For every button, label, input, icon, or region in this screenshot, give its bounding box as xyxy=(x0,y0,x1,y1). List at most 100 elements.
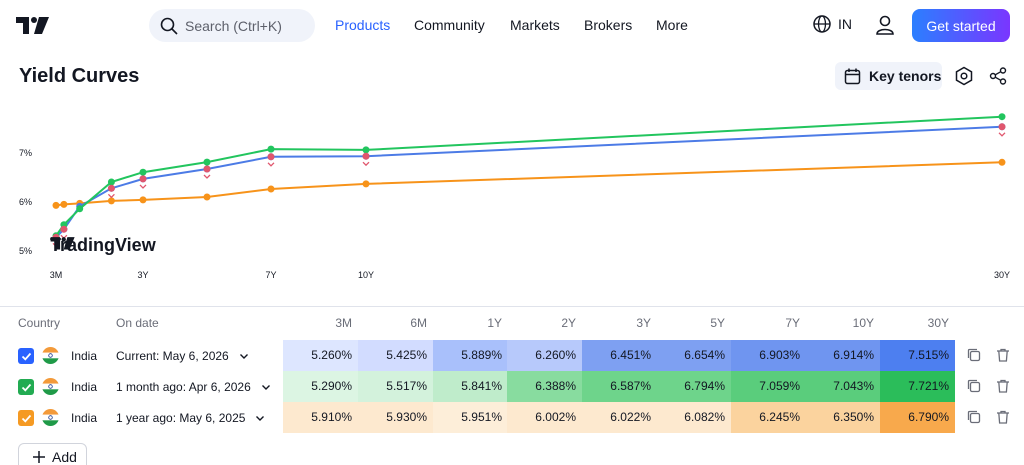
row-country: India xyxy=(71,380,98,394)
row-checkbox[interactable] xyxy=(18,379,34,395)
delete-row-button[interactable] xyxy=(995,347,1011,363)
add-curve-button[interactable]: Add xyxy=(18,443,87,465)
row-date-label: Current: May 6, 2026 xyxy=(116,349,229,363)
lower-yield-marker xyxy=(362,152,370,160)
yield-cell-3y: 6.022% xyxy=(582,402,657,433)
copy-icon xyxy=(967,410,981,424)
nav-brokers[interactable]: Brokers xyxy=(584,17,633,33)
series-point[interactable] xyxy=(203,158,211,166)
row-country: India xyxy=(71,411,98,425)
india-flag-icon xyxy=(42,378,59,395)
yield-cell-10y: 7.043% xyxy=(805,371,880,402)
series-point[interactable] xyxy=(52,201,60,209)
series-point[interactable] xyxy=(139,196,147,204)
header-tenor-30y: 30Y xyxy=(927,316,949,330)
down-arrow-icon xyxy=(203,174,211,179)
x-tick-label: 3Y xyxy=(137,270,148,280)
yield-cell-7y: 7.059% xyxy=(731,371,806,402)
row-date-selector[interactable]: 1 month ago: Apr 6, 2026 xyxy=(116,380,271,394)
add-label: Add xyxy=(52,449,77,465)
search-box[interactable]: Search (Ctrl+K) xyxy=(149,9,315,42)
calendar-icon xyxy=(844,68,861,84)
series-point[interactable] xyxy=(267,145,275,153)
y-tick-label: 6% xyxy=(19,197,32,207)
yield-cell-3m: 5.260% xyxy=(283,340,358,371)
series-line xyxy=(55,115,1003,237)
header-tenor-3y: 3Y xyxy=(636,316,651,330)
nav-products[interactable]: Products xyxy=(335,17,391,33)
yield-cell-3m: 5.910% xyxy=(283,402,358,433)
yield-curve-chart[interactable]: 5% 6% 7% 3M 3Y 7Y 10Y 30Y TradingView xyxy=(0,100,1024,295)
yield-cell-30y: 7.721% xyxy=(880,371,955,402)
nav-more[interactable]: More xyxy=(656,17,688,33)
down-arrow-icon xyxy=(362,161,370,167)
user-icon[interactable] xyxy=(874,14,896,36)
series-point[interactable] xyxy=(139,168,147,176)
yield-cell-7y: 6.903% xyxy=(731,340,806,371)
nav-markets[interactable]: Markets xyxy=(510,17,560,33)
table-row[interactable]: India 1 year ago: May 6, 2025 5.910% 5.930%… xyxy=(0,402,1024,433)
yield-cell-10y: 6.914% xyxy=(805,340,880,371)
duplicate-row-button[interactable] xyxy=(966,347,982,363)
down-arrow-icon xyxy=(267,162,275,167)
series-point[interactable] xyxy=(203,193,211,201)
yield-cell-6m: 5.930% xyxy=(358,402,433,433)
get-started-button[interactable]: Get started xyxy=(912,9,1010,42)
settings-button[interactable] xyxy=(952,64,976,88)
key-tenors-button[interactable]: Key tenors xyxy=(835,62,942,90)
row-checkbox[interactable] xyxy=(18,348,34,364)
chart-watermark: TradingView xyxy=(50,235,156,256)
row-date-label: 1 month ago: Apr 6, 2026 xyxy=(116,380,251,394)
header-tenor-5y: 5Y xyxy=(710,316,725,330)
language-selector[interactable]: IN xyxy=(812,14,852,34)
header-tenor-7y: 7Y xyxy=(785,316,800,330)
yield-cell-5y: 6.082% xyxy=(656,402,731,433)
header-tenor-2y: 2Y xyxy=(561,316,576,330)
tradingview-logo[interactable] xyxy=(16,14,50,36)
series-point[interactable] xyxy=(267,185,275,193)
yield-cell-6m: 5.517% xyxy=(358,371,433,402)
row-date-label: 1 year ago: May 6, 2025 xyxy=(116,411,246,425)
search-placeholder: Search (Ctrl+K) xyxy=(185,17,282,34)
series-point[interactable] xyxy=(362,146,370,154)
globe-icon xyxy=(813,15,831,33)
series-point[interactable] xyxy=(998,113,1006,121)
trash-icon xyxy=(997,379,1009,393)
series-point[interactable] xyxy=(107,197,115,205)
delete-row-button[interactable] xyxy=(995,378,1011,394)
lower-yield-marker xyxy=(139,175,147,183)
delete-row-button[interactable] xyxy=(995,409,1011,425)
series-point[interactable] xyxy=(107,178,115,186)
header-tenor-1y: 1Y xyxy=(487,316,502,330)
language-code: IN xyxy=(838,16,852,32)
table-row[interactable]: India Current: May 6, 2026 5.260% 5.425% 5.8… xyxy=(0,340,1024,371)
series-point[interactable] xyxy=(998,158,1006,166)
yield-cell-3y: 6.451% xyxy=(582,340,657,371)
table-row[interactable]: India 1 month ago: Apr 6, 2026 5.290% 5.517… xyxy=(0,371,1024,402)
series-point[interactable] xyxy=(60,200,68,208)
x-tick-label: 10Y xyxy=(358,270,374,280)
lower-yield-marker xyxy=(107,184,115,192)
yield-cell-5y: 6.654% xyxy=(656,340,731,371)
header-country: Country xyxy=(18,316,61,330)
row-date-selector[interactable]: Current: May 6, 2026 xyxy=(116,349,249,363)
series-line xyxy=(55,161,1003,207)
duplicate-row-button[interactable] xyxy=(966,378,982,394)
search-icon xyxy=(160,17,178,35)
chevron-down-icon xyxy=(256,416,265,421)
watermark-text: TradingView xyxy=(50,235,156,255)
copy-icon xyxy=(967,379,981,393)
header-date: On date xyxy=(116,316,159,330)
nav-community[interactable]: Community xyxy=(414,17,485,33)
hexagon-settings-icon xyxy=(955,66,973,86)
header-tenor-6m: 6M xyxy=(410,316,427,330)
series-point[interactable] xyxy=(362,180,370,188)
row-date-selector[interactable]: 1 year ago: May 6, 2025 xyxy=(116,411,265,425)
row-checkbox[interactable] xyxy=(18,410,34,426)
share-button[interactable] xyxy=(986,64,1010,88)
top-navigation: Search (Ctrl+K) Products Community Marke… xyxy=(0,0,1024,52)
yield-curve-svg: 5% 6% 7% 3M 3Y 7Y 10Y 30Y xyxy=(19,113,1010,280)
series-point[interactable] xyxy=(76,205,84,213)
duplicate-row-button[interactable] xyxy=(966,409,982,425)
chevron-down-icon xyxy=(261,385,270,390)
